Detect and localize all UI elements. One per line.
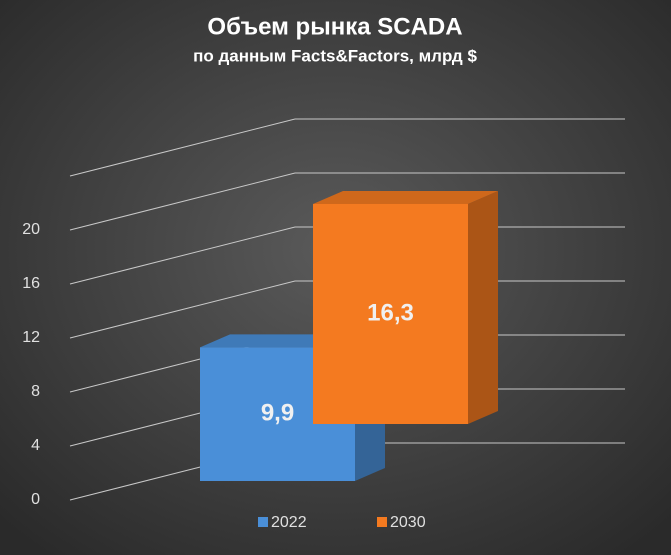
bar [313, 203, 468, 424]
y-tick-label: 8 [31, 383, 40, 400]
grid-line [69, 172, 625, 231]
grid-line [69, 226, 625, 285]
y-tick-label: 20 [22, 221, 40, 238]
bar-top [313, 190, 498, 204]
legend-swatch [258, 517, 268, 527]
y-tick-label: 0 [31, 491, 40, 508]
chart-title: Объем рынка SCADA [207, 13, 462, 40]
legend-label: 2030 [390, 514, 426, 531]
grid-line [69, 118, 625, 177]
bar-side [468, 190, 498, 424]
legend-swatch [377, 517, 387, 527]
grid-line [69, 280, 625, 339]
y-tick-label: 16 [22, 275, 40, 292]
y-tick-label: 4 [31, 437, 40, 454]
chart-subtitle: по данным Facts&Factors, млрд $ [193, 46, 477, 65]
data-label: 9,9 [261, 400, 294, 427]
legend-label: 2022 [271, 514, 307, 531]
y-tick-label: 12 [22, 329, 40, 346]
data-label: 16,3 [367, 299, 414, 326]
